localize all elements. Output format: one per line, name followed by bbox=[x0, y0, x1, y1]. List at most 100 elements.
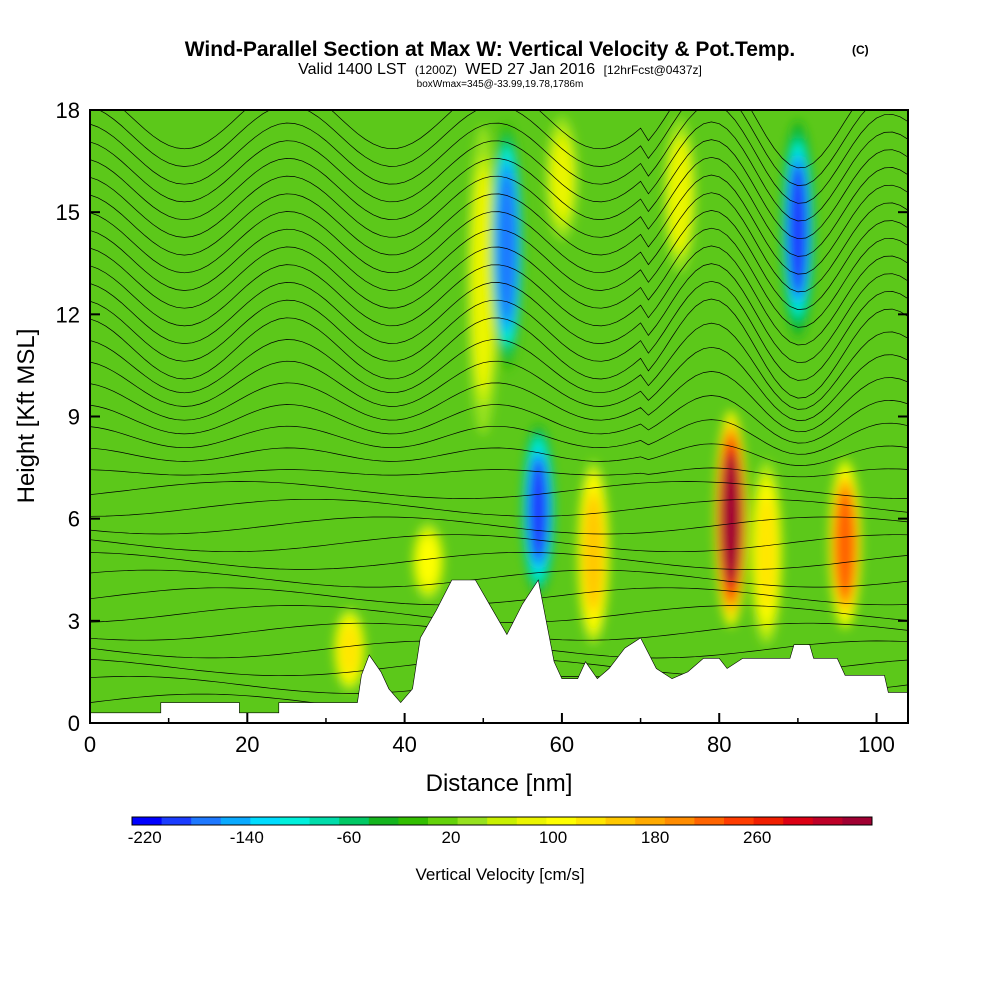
subtitle-valid: Valid 1400 LST bbox=[298, 61, 406, 78]
colorbar-swatch bbox=[516, 817, 547, 825]
theta-contour bbox=[90, 498, 908, 517]
colorbar-tick-label: 20 bbox=[442, 828, 461, 847]
velocity-cell bbox=[835, 492, 855, 596]
x-axis-label: Distance [nm] bbox=[426, 770, 573, 797]
colorbar-tick-label: 260 bbox=[743, 828, 771, 847]
theta-contour bbox=[90, 443, 908, 466]
colorbar-swatch bbox=[635, 817, 666, 825]
theta-contour bbox=[90, 419, 908, 455]
theta-contour bbox=[90, 174, 908, 275]
velocity-cell bbox=[418, 537, 438, 585]
subtitle-z: (1200Z) bbox=[415, 63, 457, 77]
x-tick-label: 100 bbox=[858, 732, 895, 757]
x-tick-label: 60 bbox=[550, 732, 574, 757]
theta-contour bbox=[90, 371, 908, 433]
colorbar-swatch bbox=[694, 817, 725, 825]
velocity-cell bbox=[552, 140, 572, 216]
colorbar-swatch bbox=[753, 817, 784, 825]
chart-subtitle: Valid 1400 LST (1200Z) WED 27 Jan 2016 [… bbox=[298, 61, 702, 78]
theta-contour bbox=[90, 263, 908, 364]
x-tick-label: 80 bbox=[707, 732, 731, 757]
theta-contour bbox=[90, 587, 908, 606]
chart-subtitle-2: boxWmax=345@-33.99,19.78,1786m bbox=[417, 79, 584, 90]
theta-contour bbox=[98, 110, 867, 186]
chart-title-mark: (C) bbox=[852, 43, 869, 57]
colorbar-swatch bbox=[250, 817, 281, 825]
velocity-cell bbox=[670, 148, 690, 242]
colorbar-swatch bbox=[428, 817, 459, 825]
colorbar-swatch bbox=[191, 817, 222, 825]
velocity-cell bbox=[528, 458, 548, 562]
y-tick-label: 15 bbox=[56, 200, 80, 225]
colorbar-frame bbox=[131, 816, 873, 826]
colorbar-tick-label: -140 bbox=[230, 828, 264, 847]
colorbar-tick-label: -60 bbox=[337, 828, 362, 847]
colorbar-swatch bbox=[487, 817, 518, 825]
theta-contour bbox=[90, 298, 908, 399]
theta-contour bbox=[123, 110, 853, 169]
theta-contour bbox=[90, 395, 908, 444]
colorbar-swatch bbox=[339, 817, 370, 825]
theta-contour bbox=[90, 156, 908, 257]
colorbar-swatch bbox=[783, 817, 814, 825]
theta-contour bbox=[90, 245, 908, 346]
colorbar-swatch bbox=[724, 817, 755, 825]
colorbar-swatch bbox=[664, 817, 695, 825]
velocity-cell bbox=[756, 496, 777, 609]
x-tick-label: 0 bbox=[84, 732, 96, 757]
theta-contour bbox=[90, 121, 908, 222]
terrain bbox=[90, 580, 908, 723]
theta-contour bbox=[90, 569, 908, 588]
colorbar: -220 -140 -60 20 100 180 260 bbox=[128, 816, 873, 847]
y-tick-label: 12 bbox=[56, 302, 80, 327]
theta-contour bbox=[90, 346, 908, 421]
theta-contour bbox=[90, 110, 908, 204]
y-tick-label: 9 bbox=[68, 405, 80, 430]
y-tick-label: 6 bbox=[68, 507, 80, 532]
velocity-cell bbox=[497, 171, 517, 322]
colorbar-tick-label: -220 bbox=[128, 828, 162, 847]
theta-contour bbox=[90, 139, 908, 240]
colorbar-swatch bbox=[161, 817, 192, 825]
velocity-cell bbox=[339, 624, 360, 676]
velocity-cell bbox=[721, 453, 741, 585]
colorbar-swatch bbox=[132, 817, 163, 825]
velocity-cell bbox=[473, 186, 493, 374]
colorbar-swatch bbox=[457, 817, 488, 825]
theta-contour bbox=[90, 192, 908, 293]
theta-contour bbox=[90, 481, 908, 499]
y-tick-label: 0 bbox=[68, 711, 80, 736]
colorbar-swatch bbox=[576, 817, 607, 825]
colorbar-swatch bbox=[842, 817, 873, 825]
theta-contour bbox=[90, 534, 908, 553]
y-axis-label: Height [Kft MSL] bbox=[13, 329, 40, 504]
theta-contour bbox=[90, 280, 908, 381]
colorbar-tick-label: 180 bbox=[641, 828, 669, 847]
colorbar-swatch bbox=[812, 817, 843, 825]
colorbar-swatch bbox=[605, 817, 636, 825]
x-tick-label: 20 bbox=[235, 732, 259, 757]
velocity-cell bbox=[788, 163, 808, 295]
colorbar-swatch bbox=[220, 817, 251, 825]
colorbar-swatch bbox=[368, 817, 399, 825]
colorbar-swatch bbox=[398, 817, 429, 825]
theta-contour bbox=[90, 210, 908, 310]
y-tick-label: 3 bbox=[68, 609, 80, 634]
theta-contour bbox=[90, 467, 908, 478]
theta-contour bbox=[90, 516, 908, 535]
subtitle-fcst: [12hrFcst@0437z] bbox=[604, 63, 702, 77]
x-tick-label: 40 bbox=[392, 732, 416, 757]
velocity-cell bbox=[583, 496, 603, 609]
theta-contour bbox=[90, 322, 908, 410]
colorbar-tick-label: 100 bbox=[539, 828, 567, 847]
colorbar-label: Vertical Velocity [cm/s] bbox=[415, 865, 584, 884]
colorbar-swatch bbox=[309, 817, 340, 825]
y-tick-label: 18 bbox=[56, 98, 80, 123]
subtitle-date: WED 27 Jan 2016 bbox=[465, 61, 595, 78]
theta-contour bbox=[90, 552, 908, 570]
colorbar-swatch bbox=[280, 817, 311, 825]
theta-contour bbox=[90, 227, 908, 328]
chart-title: Wind-Parallel Section at Max W: Vertical… bbox=[185, 38, 796, 61]
colorbar-swatch bbox=[546, 817, 577, 825]
